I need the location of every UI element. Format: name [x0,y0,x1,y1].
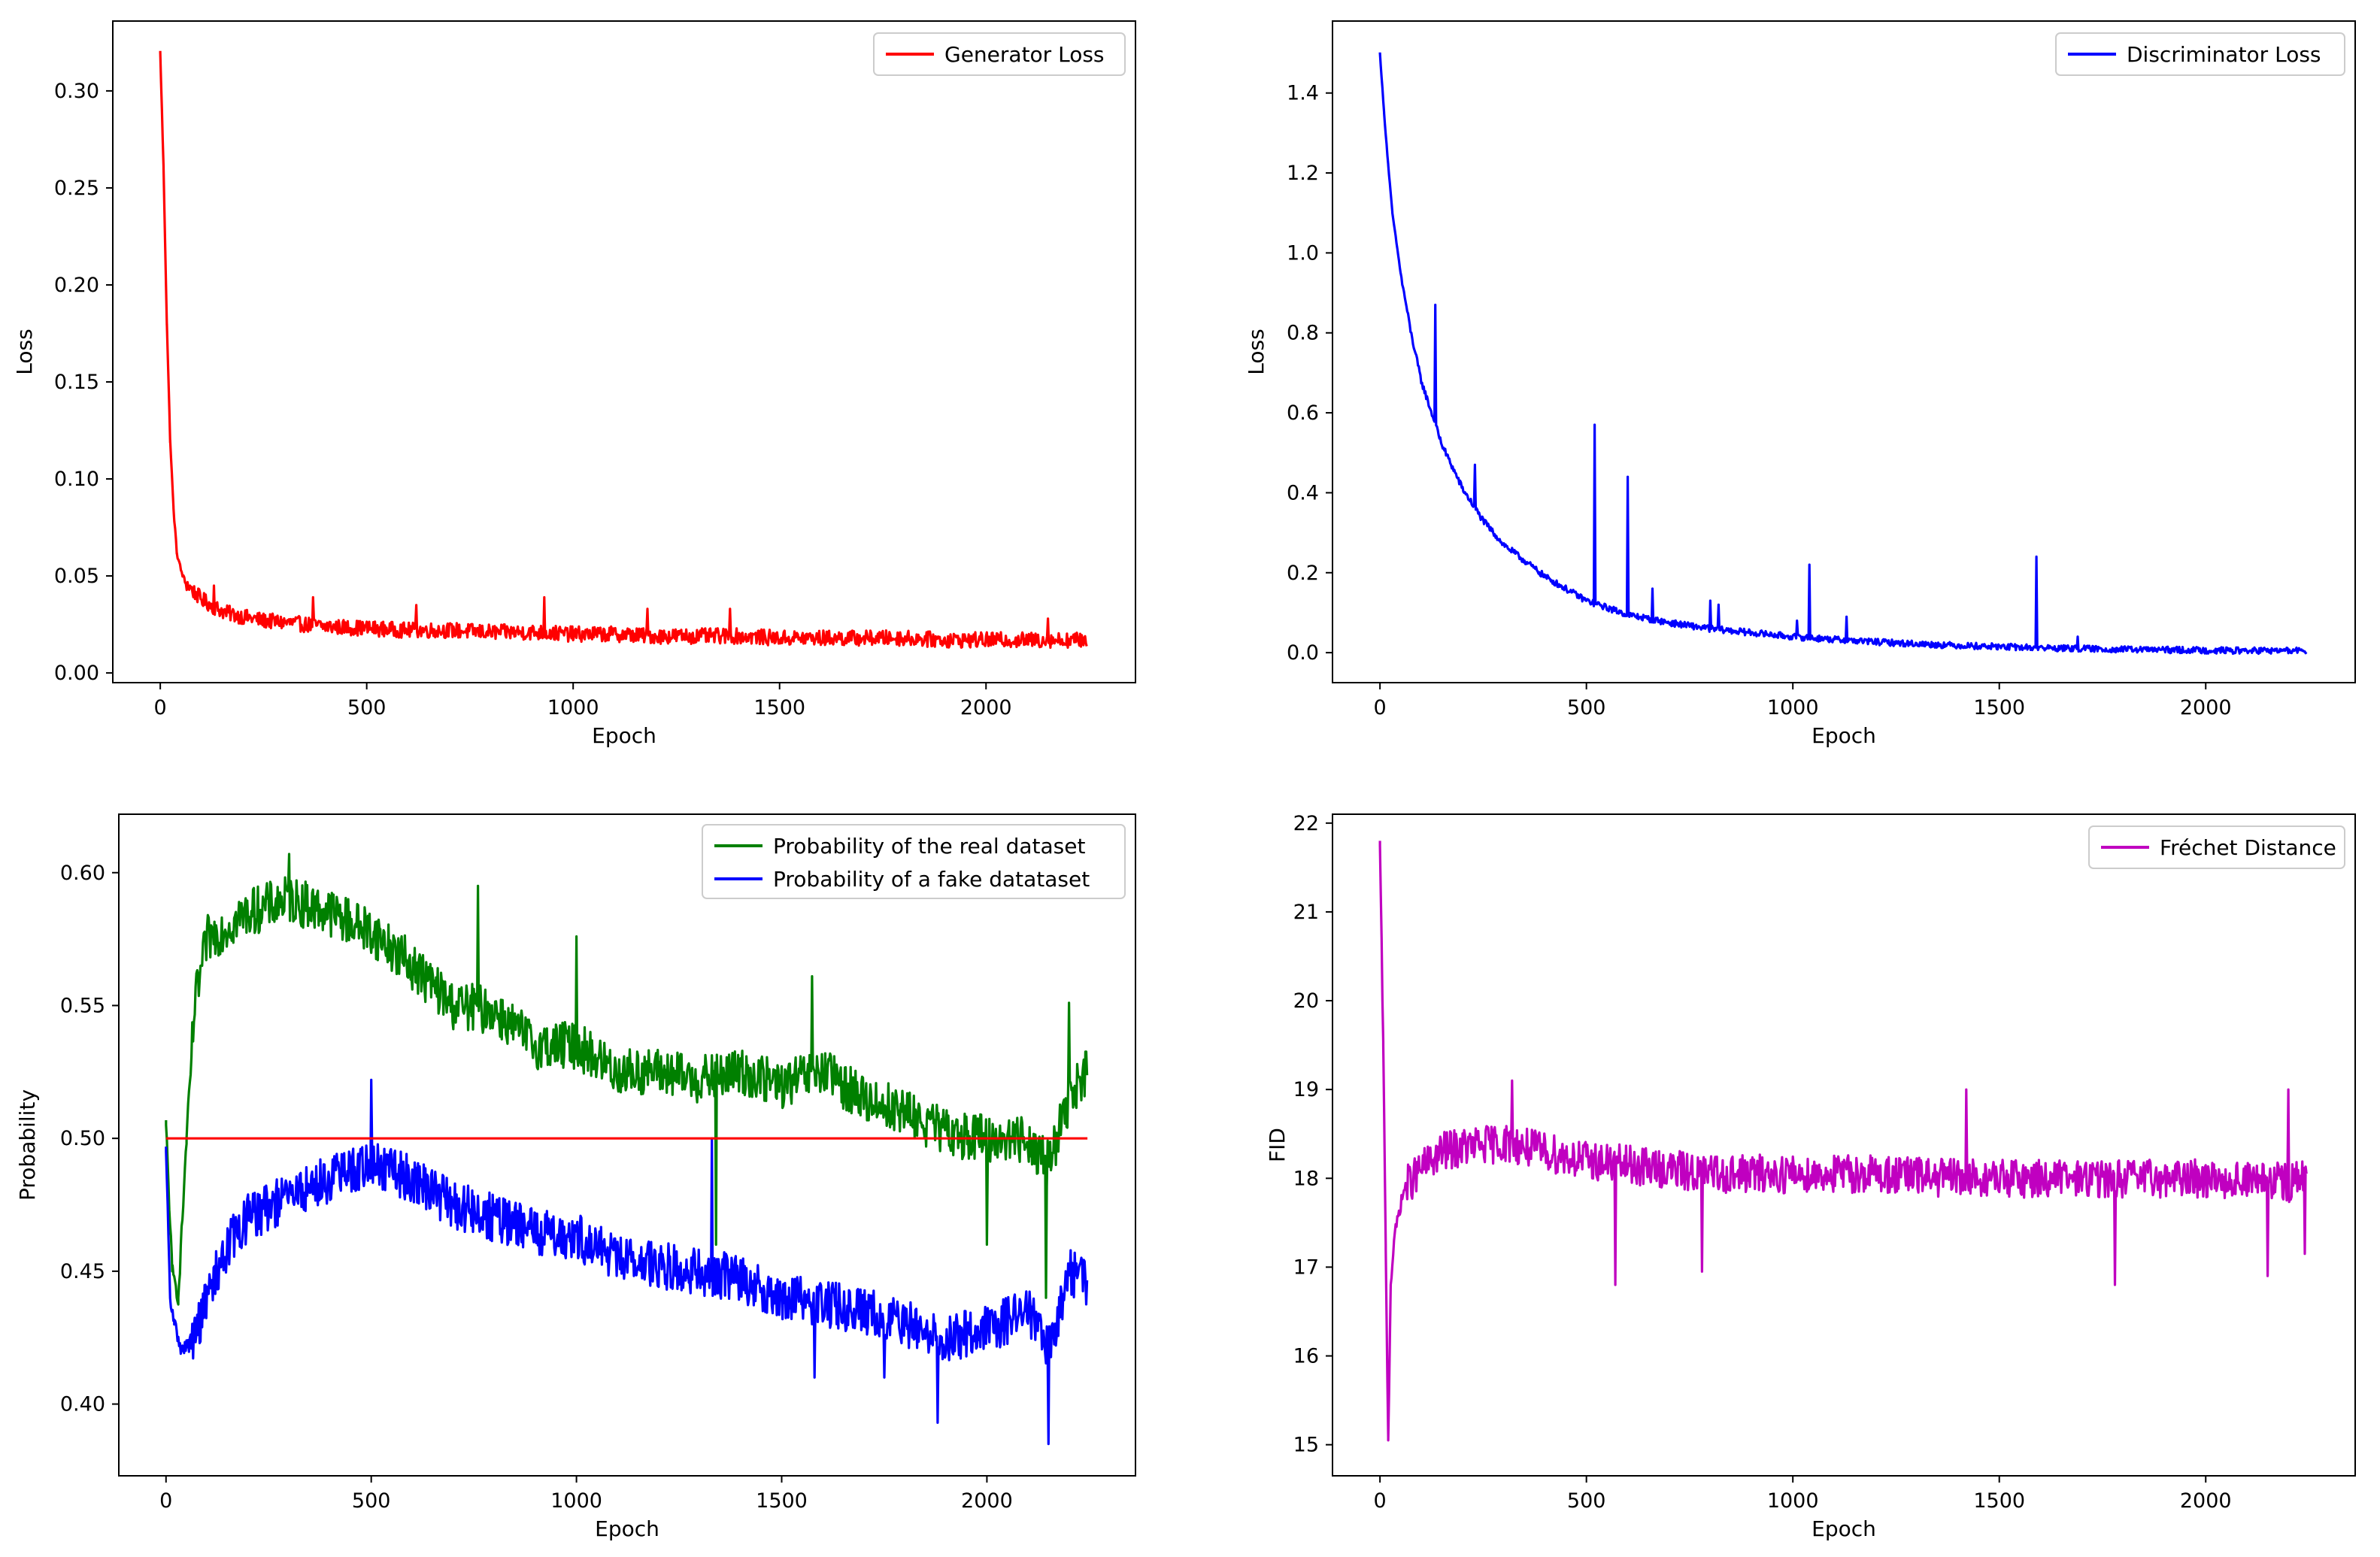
probability-series-layer [165,853,1089,1446]
y-tick-label: 15 [1293,1434,1319,1457]
y-axis-label: Loss [1244,329,1269,374]
series-line-probability-of-the-real-dataset [165,853,1089,1306]
y-axis-label: Loss [12,329,37,374]
y-axis-ticks: 0.40 0.45 0.50 0.55 0.60 [60,862,119,1416]
x-tick-label: 1500 [753,696,805,719]
x-axis-ticks: 0 500 1000 1500 2000 [1374,1476,2232,1513]
legend-label-discriminator-loss: Discriminator Loss [2127,42,2321,67]
legend-box [873,32,1126,76]
y-tick-label: 0.2 [1287,562,1319,585]
y-axis-ticks: 15 16 17 18 19 20 21 22 [1293,812,1332,1457]
frechet-distance-series-layer [1378,841,2308,1442]
series-line-discriminator-loss [1378,51,2308,656]
x-tick-label: 1000 [550,1489,602,1513]
x-tick-label: 500 [347,696,387,719]
probability-panel: 0 500 1000 1500 2000 0.40 0.45 0.50 0.55 0.60 Ep… [15,813,1136,1541]
legend-box [702,824,1126,899]
y-tick-label: 1.2 [1287,162,1319,185]
y-axis-ticks: 0.0 0.2 0.4 0.6 0.8 1.0 1.2 1.4 [1287,82,1332,665]
x-tick-label: 1500 [756,1489,808,1513]
legend-label-generator-loss: Generator Loss [944,42,1105,67]
generator-loss-series-layer [159,50,1088,650]
y-tick-label: 1.4 [1287,82,1319,105]
x-tick-label: 2000 [960,696,1012,719]
y-tick-label: 0.4 [1287,481,1319,504]
plot-frame [112,20,1136,683]
x-tick-label: 1500 [1973,1489,2025,1513]
y-axis-label: FID [1265,1128,1290,1162]
x-tick-label: 2000 [961,1489,1013,1513]
series-line-generator-loss [159,50,1088,650]
x-tick-label: 0 [1374,696,1387,719]
y-tick-label: 18 [1293,1167,1319,1190]
plot-frame [1332,813,2356,1477]
x-tick-label: 0 [154,696,167,719]
y-tick-label: 0.0 [1287,641,1319,665]
y-tick-label: 0.60 [60,862,105,885]
y-axis-label: Probability [15,1089,40,1201]
y-tick-label: 0.30 [54,80,99,103]
y-tick-label: 1.0 [1287,241,1319,265]
y-tick-label: 19 [1293,1078,1319,1101]
x-tick-label: 1500 [1973,696,2025,719]
plot-frame [118,813,1136,1477]
x-tick-label: 2000 [2180,696,2232,719]
legend: Probability of the real dataset Probabil… [702,824,1126,899]
y-tick-label: 0.25 [54,177,99,200]
y-tick-label: 0.40 [60,1393,105,1416]
legend-box [2088,825,2345,869]
x-axis-label: Epoch [595,1516,659,1541]
series-line-fr-chet-distance [1378,841,2308,1442]
legend: Fréchet Distance [2088,825,2345,869]
x-tick-label: 1000 [1767,696,1819,719]
y-tick-label: 0.6 [1287,401,1319,425]
x-tick-label: 500 [352,1489,391,1513]
plot-frame [1332,20,2356,683]
y-tick-label: 16 [1293,1345,1319,1368]
discriminator-loss-panel: 0 500 1000 1500 2000 0.0 0.2 0.4 0.6 0.8 1.0 1.2 1.… [1244,20,2356,748]
y-tick-label: 0.15 [54,371,99,394]
y-tick-label: 0.55 [60,994,105,1017]
x-axis-ticks: 0 500 1000 1500 2000 [159,1476,1013,1513]
x-tick-label: 1000 [547,696,599,719]
x-axis-label: Epoch [592,723,656,748]
y-axis-ticks: 0.00 0.05 0.10 0.15 0.20 0.25 0.30 [54,80,113,685]
x-axis-label: Epoch [1812,723,1876,748]
x-tick-label: 2000 [2180,1489,2232,1513]
legend-label-real-dataset: Probability of the real dataset [773,834,1085,859]
y-tick-label: 0.45 [60,1260,105,1283]
y-tick-label: 0.10 [54,468,99,491]
x-tick-label: 1000 [1767,1489,1819,1513]
y-tick-label: 21 [1293,901,1319,924]
y-tick-label: 0.8 [1287,322,1319,345]
y-tick-label: 0.05 [54,565,99,588]
legend-label-frechet-distance: Fréchet Distance [2160,835,2336,860]
x-tick-label: 0 [159,1489,172,1513]
x-axis-ticks: 0 500 1000 1500 2000 [1374,683,2232,719]
legend: Discriminator Loss [2055,32,2345,76]
x-tick-label: 500 [1567,1489,1606,1513]
y-tick-label: 0.20 [54,274,99,297]
x-tick-label: 0 [1374,1489,1387,1513]
generator-loss-panel: 0 500 1000 1500 2000 0.00 0.05 0.10 0.15 0.20 0.2… [12,20,1136,748]
legend: Generator Loss [873,32,1126,76]
discriminator-loss-series-layer [1378,51,2308,656]
x-tick-label: 500 [1567,696,1606,719]
y-tick-label: 20 [1293,989,1319,1013]
series-line-probability-of-a-fake-datataset [165,1078,1089,1446]
y-tick-label: 22 [1293,812,1319,835]
y-tick-label: 17 [1293,1256,1319,1279]
legend-label-fake-dataset: Probability of a fake datataset [773,867,1090,892]
x-axis-label: Epoch [1812,1516,1876,1541]
x-axis-ticks: 0 500 1000 1500 2000 [154,683,1012,719]
y-tick-label: 0.50 [60,1127,105,1150]
y-tick-label: 0.00 [54,662,99,685]
legend-box [2055,32,2345,76]
